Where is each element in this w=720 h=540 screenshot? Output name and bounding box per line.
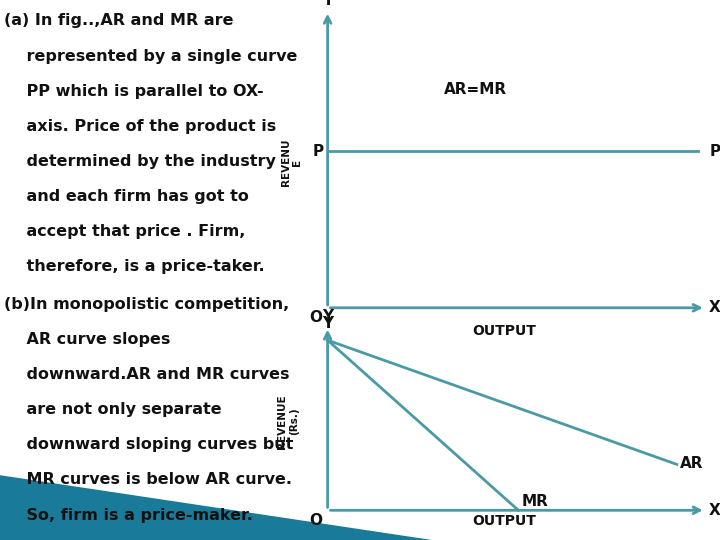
Text: REVENUE
(Rs.): REVENUE (Rs.) (277, 394, 299, 449)
Text: X: X (709, 300, 720, 315)
Text: OUTPUT: OUTPUT (472, 514, 536, 528)
Text: AR curve slopes: AR curve slopes (4, 332, 170, 347)
Text: are not only separate: are not only separate (4, 402, 221, 417)
Text: and each firm has got to: and each firm has got to (4, 189, 248, 204)
Text: REVENU
E: REVENU E (281, 138, 302, 186)
Text: O: O (309, 513, 322, 528)
Text: AR: AR (680, 456, 704, 471)
Text: represented by a single curve: represented by a single curve (4, 49, 297, 64)
Text: accept that price . Firm,: accept that price . Firm, (4, 224, 245, 239)
Text: determined by the industry: determined by the industry (4, 154, 276, 169)
Text: AR=MR: AR=MR (444, 82, 507, 97)
Text: (a) In fig..,AR and MR are: (a) In fig..,AR and MR are (4, 14, 233, 29)
Text: OUTPUT: OUTPUT (472, 324, 536, 338)
Text: therefore, is a price-taker.: therefore, is a price-taker. (4, 259, 264, 274)
Text: X: X (709, 503, 720, 518)
Text: downward sloping curves but: downward sloping curves but (4, 437, 293, 453)
Text: O: O (309, 310, 322, 326)
Text: P: P (709, 144, 720, 159)
Text: Y: Y (322, 309, 333, 324)
Polygon shape (0, 475, 432, 540)
Text: PP which is parallel to OX-: PP which is parallel to OX- (4, 84, 264, 99)
Text: Y: Y (322, 0, 333, 8)
Text: MR curves is below AR curve.: MR curves is below AR curve. (4, 472, 292, 488)
Text: MR: MR (522, 494, 549, 509)
Text: P: P (312, 144, 323, 159)
Text: downward.AR and MR curves: downward.AR and MR curves (4, 367, 289, 382)
Text: So, firm is a price-maker.: So, firm is a price-maker. (4, 508, 253, 523)
Text: (b)In monopolistic competition,: (b)In monopolistic competition, (4, 297, 289, 312)
Text: Y: Y (322, 316, 333, 331)
Text: axis. Price of the product is: axis. Price of the product is (4, 119, 276, 134)
